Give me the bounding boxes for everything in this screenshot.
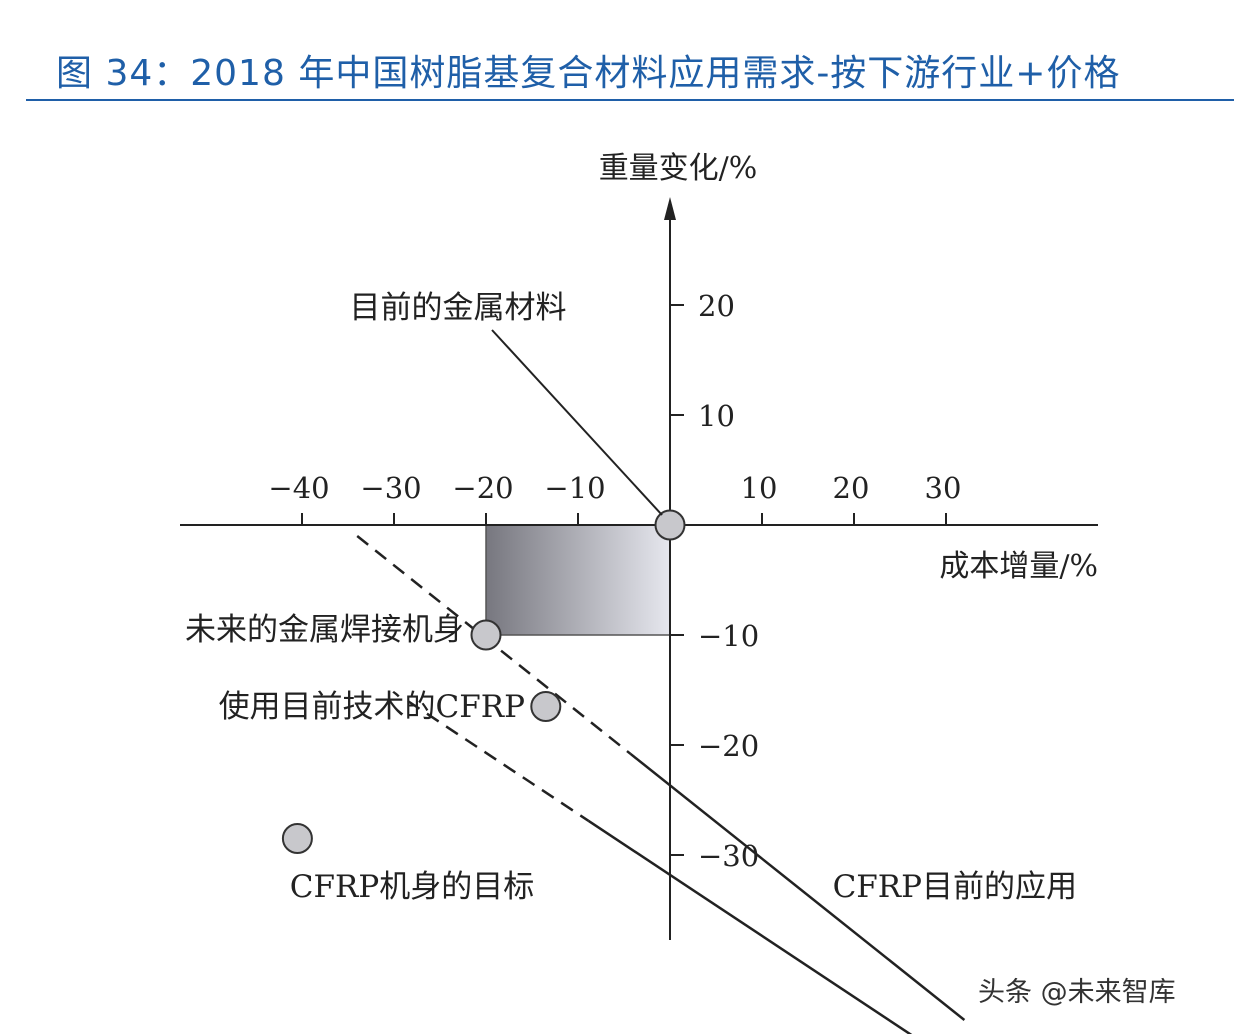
y-tick-label: −20 bbox=[698, 729, 759, 763]
x-tick-label: −10 bbox=[544, 471, 605, 505]
y-tick-label: −30 bbox=[698, 839, 759, 873]
y-axis-label: 重量变化/% bbox=[599, 151, 758, 186]
x-tick-label: −20 bbox=[452, 471, 513, 505]
point-label: CFRP机身的目标 bbox=[290, 869, 534, 905]
x-tick-label: 20 bbox=[833, 471, 870, 505]
watermark: 头条 @未来智库 bbox=[978, 977, 1176, 1008]
point-label: 未来的金属焊接机身 bbox=[185, 612, 464, 648]
trend-line-1-solid bbox=[629, 752, 966, 1021]
leader-line bbox=[491, 329, 663, 516]
point-label: 使用目前技术的CFRP bbox=[219, 689, 525, 725]
data-point bbox=[530, 691, 562, 722]
y-tick-label: 10 bbox=[698, 399, 735, 433]
data-point bbox=[654, 509, 686, 541]
shaded-region bbox=[485, 524, 671, 636]
x-tick-label: −40 bbox=[268, 471, 329, 505]
title-divider bbox=[26, 99, 1234, 101]
y-tick-label: −10 bbox=[698, 619, 759, 653]
data-point bbox=[281, 823, 313, 854]
y-tick-label: 20 bbox=[698, 289, 735, 323]
trend-line-label: CFRP目前的应用 bbox=[833, 869, 1077, 905]
trend-line-2-solid bbox=[587, 819, 913, 1034]
y-axis-arrow-icon bbox=[664, 197, 676, 220]
data-point bbox=[470, 619, 502, 651]
x-tick-label: −30 bbox=[360, 471, 421, 505]
x-tick-label: 30 bbox=[925, 471, 962, 505]
x-axis-label: 成本增量/% bbox=[939, 549, 1098, 584]
x-tick-label: 10 bbox=[741, 471, 778, 505]
page-title: 图 34：2018 年中国树脂基复合材料应用需求-按下游行业+价格 bbox=[56, 53, 1121, 94]
trend-line-2-dashed bbox=[407, 699, 590, 822]
point-label: 目前的金属材料 bbox=[350, 290, 567, 326]
